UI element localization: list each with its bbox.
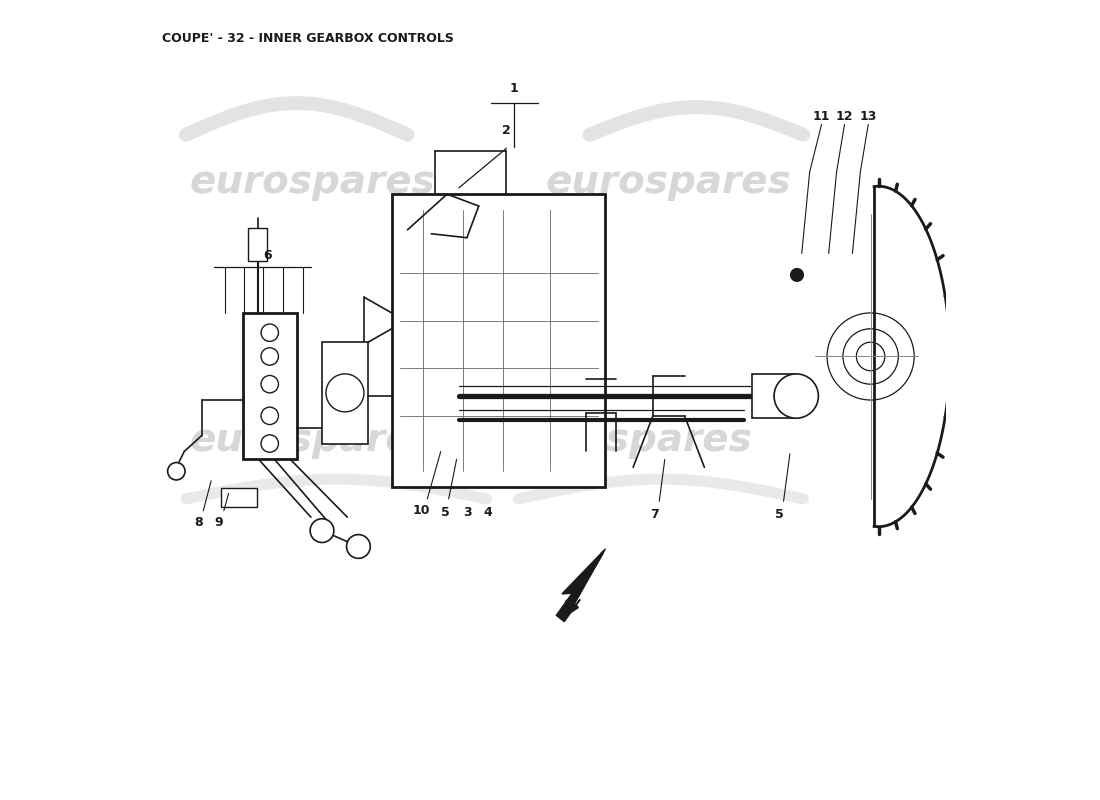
Text: 13: 13 xyxy=(859,110,877,123)
Text: 1: 1 xyxy=(510,82,519,95)
Circle shape xyxy=(261,407,278,425)
Text: eurospares: eurospares xyxy=(189,163,436,202)
Text: 9: 9 xyxy=(214,516,223,530)
Circle shape xyxy=(261,348,278,365)
Polygon shape xyxy=(557,549,605,622)
Text: eurospares: eurospares xyxy=(189,421,436,458)
Bar xyxy=(249,228,267,262)
Text: 3: 3 xyxy=(463,506,472,519)
Circle shape xyxy=(346,534,371,558)
Circle shape xyxy=(326,374,364,412)
Text: 8: 8 xyxy=(195,516,202,530)
Circle shape xyxy=(791,269,803,282)
Bar xyxy=(243,313,297,459)
Text: 5: 5 xyxy=(441,506,450,519)
Bar xyxy=(752,374,795,418)
Text: 4: 4 xyxy=(484,506,493,519)
Circle shape xyxy=(167,462,185,480)
Circle shape xyxy=(310,518,334,542)
Text: eurospares: eurospares xyxy=(546,163,792,202)
Text: 12: 12 xyxy=(836,110,854,123)
Text: 7: 7 xyxy=(650,507,659,521)
Circle shape xyxy=(774,374,818,418)
Text: 10: 10 xyxy=(412,504,430,518)
Bar xyxy=(221,488,257,507)
Text: eurospares: eurospares xyxy=(506,421,752,458)
Circle shape xyxy=(261,324,278,342)
Text: 6: 6 xyxy=(263,250,272,262)
Bar xyxy=(322,342,367,443)
Circle shape xyxy=(261,375,278,393)
Circle shape xyxy=(261,435,278,452)
Text: 11: 11 xyxy=(813,110,830,123)
Text: COUPE' - 32 - INNER GEARBOX CONTROLS: COUPE' - 32 - INNER GEARBOX CONTROLS xyxy=(162,32,454,45)
Text: 2: 2 xyxy=(502,124,510,138)
Bar xyxy=(392,194,605,487)
Text: 5: 5 xyxy=(776,507,784,521)
